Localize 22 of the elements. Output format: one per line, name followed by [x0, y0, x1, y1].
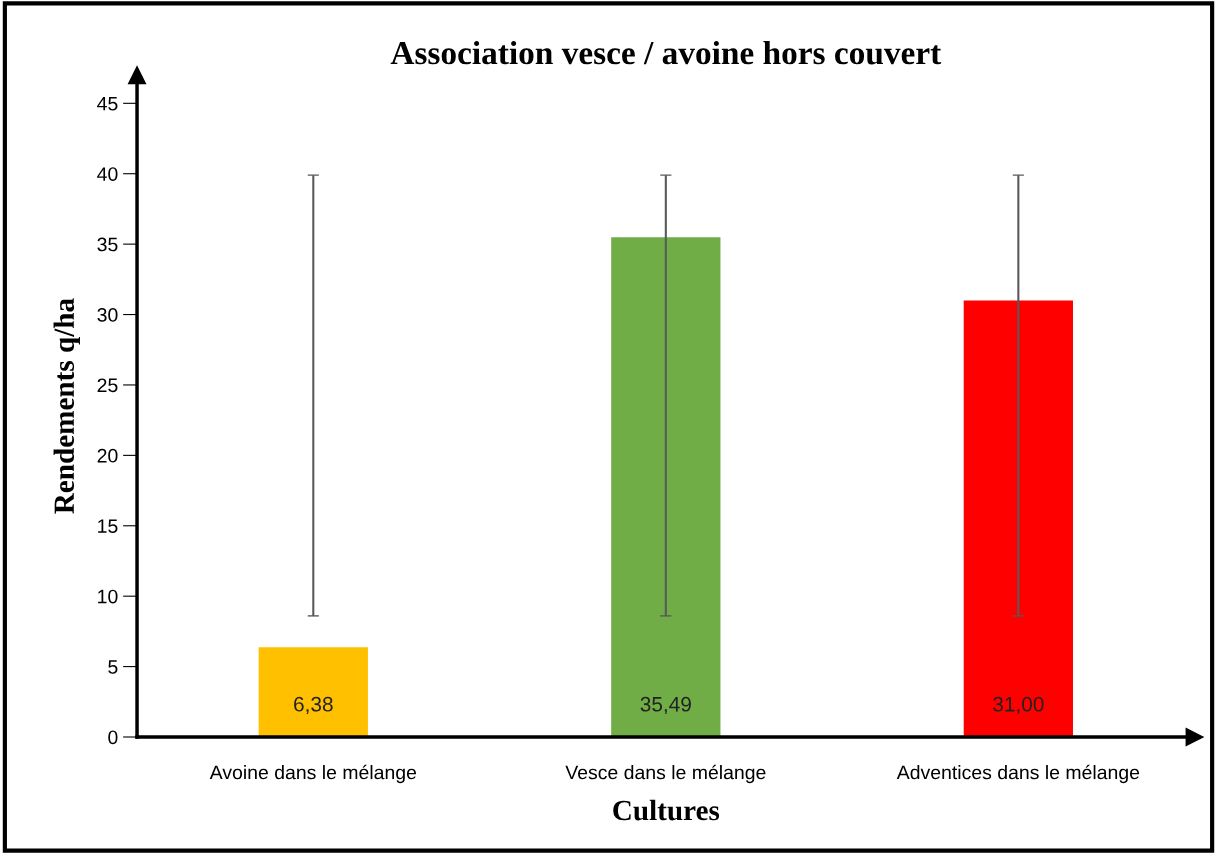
x-axis-title: Cultures [613, 799, 720, 821]
bar [963, 300, 1073, 737]
x-tick-label: Avoine dans le mélange [209, 764, 417, 784]
y-tick-label: 5 [108, 660, 118, 674]
y-tick-label: 45 [97, 96, 118, 111]
bar [611, 237, 721, 737]
bar [258, 647, 368, 737]
data-label: 6,38 [294, 696, 333, 715]
y-tick-label: 0 [108, 730, 118, 745]
y-tick-label: 20 [97, 448, 118, 463]
y-tick-label: 30 [97, 308, 118, 322]
chart-title: Association vesce / avoine hors couvert [390, 40, 942, 65]
y-tick-label: 10 [98, 589, 118, 604]
data-label: 31,00 [993, 696, 1044, 715]
y-tick-label: 15 [98, 519, 118, 534]
y-tick-label: 40 [97, 167, 118, 181]
data-label: 35,49 [640, 696, 691, 715]
y-axis-title: Rendements q/ha [53, 298, 80, 514]
x-tick-label: Adventices dans le mélange [896, 764, 1140, 784]
x-tick-label: Vesce dans le mélange [565, 764, 766, 784]
y-tick-label: 35 [97, 237, 118, 252]
y-tick-label: 25 [97, 378, 118, 393]
